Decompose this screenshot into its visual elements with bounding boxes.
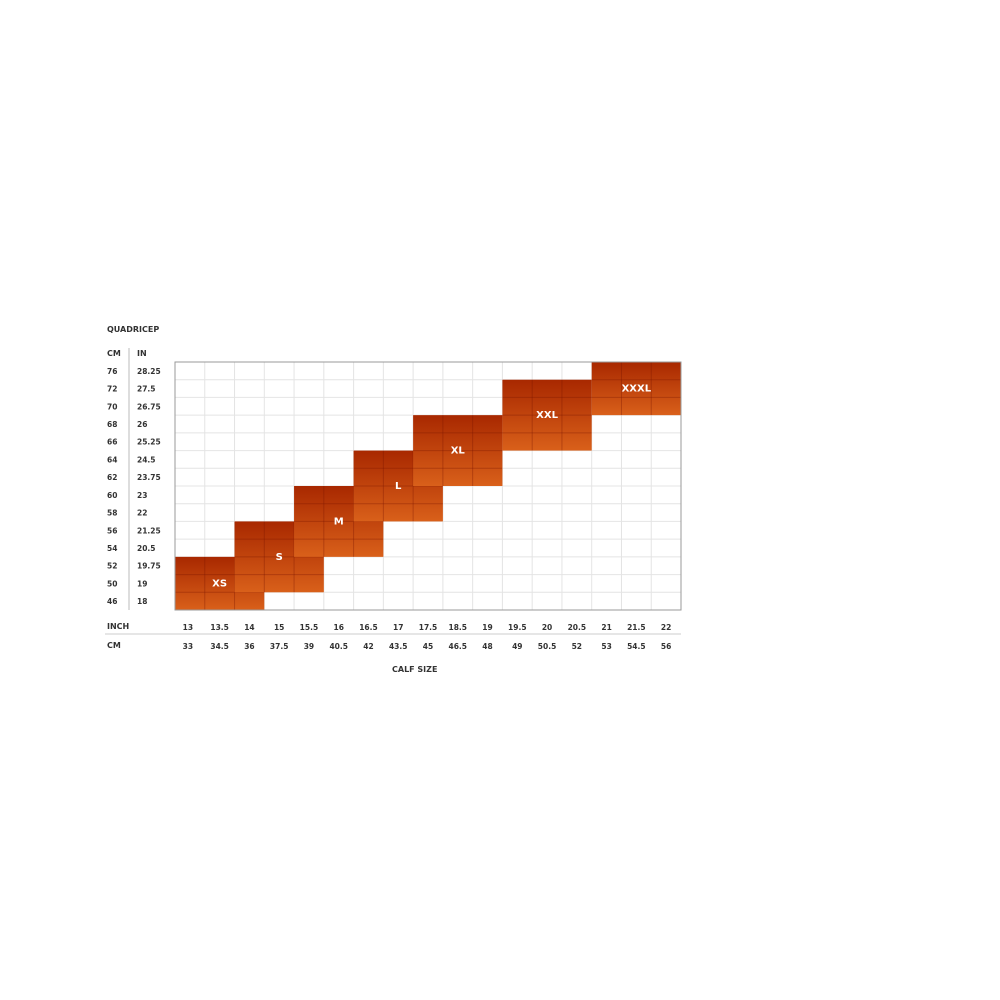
y-tick-cm: 70 (107, 402, 117, 411)
x-header-cm: CM (107, 641, 121, 650)
x-tick-inch: 20 (542, 623, 552, 632)
x-tick-inch: 17.5 (419, 623, 438, 632)
x-tick-cm: 37.5 (270, 642, 289, 651)
y-tick-in: 27.5 (137, 385, 156, 394)
y-tick-in: 18 (137, 597, 147, 606)
y-tick-cm: 68 (107, 420, 117, 429)
y-tick-cm: 46 (107, 597, 117, 606)
y-tick-in: 22 (137, 509, 147, 518)
y-tick-in: 19 (137, 579, 147, 588)
x-tick-inch: 15.5 (300, 623, 319, 632)
x-tick-inch: 13 (183, 623, 193, 632)
y-tick-cm: 62 (107, 473, 117, 482)
y-tick-in: 21.25 (137, 526, 161, 535)
y-tick-in: 24.5 (137, 455, 156, 464)
y-header-in: IN (137, 349, 147, 358)
size-label-s: S (276, 552, 283, 563)
x-tick-inch: 20.5 (568, 623, 587, 632)
size-block-xxxl (591, 362, 681, 416)
y-tick-cm: 58 (107, 509, 117, 518)
x-tick-cm: 54.5 (627, 642, 646, 651)
x-axis-label: CALF SIZE (392, 665, 438, 674)
x-tick-cm: 50.5 (538, 642, 557, 651)
y-tick-in: 19.75 (137, 562, 161, 571)
y-tick-in: 25.25 (137, 438, 161, 447)
y-tick-cm: 52 (107, 562, 117, 571)
x-tick-inch: 17 (393, 623, 403, 632)
y-tick-in: 23.75 (137, 473, 161, 482)
size-label-xl: XL (451, 446, 466, 457)
size-block-xl (413, 415, 503, 486)
x-tick-inch: 15 (274, 623, 284, 632)
y-tick-cm: 50 (107, 579, 117, 588)
x-tick-inch: 13.5 (210, 623, 229, 632)
x-tick-cm: 33 (183, 642, 193, 651)
x-tick-inch: 22 (661, 623, 671, 632)
y-tick-cm: 56 (107, 526, 117, 535)
x-tick-cm: 49 (512, 642, 522, 651)
size-label-xxl: XXL (536, 410, 558, 421)
plot-border (174, 361, 682, 611)
size-label-xs: XS (212, 578, 227, 589)
x-tick-cm: 42 (363, 642, 373, 651)
x-tick-inch: 21 (601, 623, 611, 632)
x-tick-cm: 39 (304, 642, 314, 651)
x-tick-cm: 53 (601, 642, 611, 651)
x-tick-inch: 19 (482, 623, 492, 632)
size-label-m: M (334, 516, 344, 527)
x-tick-cm: 36 (244, 642, 254, 651)
y-tick-cm: 72 (107, 385, 117, 394)
x-tick-cm: 34.5 (210, 642, 229, 651)
y-tick-cm: 54 (107, 544, 117, 553)
x-tick-inch: 19.5 (508, 623, 527, 632)
x-tick-inch: 14 (244, 623, 254, 632)
x-tick-cm: 43.5 (389, 642, 408, 651)
y-header-cm: CM (107, 349, 121, 358)
chart-title: QUADRICEP (107, 325, 160, 334)
x-tick-cm: 46.5 (449, 642, 468, 651)
size-block-xxl (502, 379, 592, 451)
x-tick-cm: 48 (482, 642, 492, 651)
x-tick-cm: 56 (661, 642, 671, 651)
x-tick-inch: 21.5 (627, 623, 646, 632)
x-tick-inch: 16 (333, 623, 343, 632)
x-tick-cm: 40.5 (329, 642, 348, 651)
x-header-inch: INCH (107, 622, 130, 631)
y-tick-in: 20.5 (137, 544, 156, 553)
size-label-l: L (395, 481, 402, 492)
x-tick-cm: 52 (572, 642, 582, 651)
y-tick-cm: 64 (107, 455, 117, 464)
y-tick-in: 28.25 (137, 367, 161, 376)
y-tick-in: 26 (137, 420, 147, 429)
y-tick-cm: 66 (107, 438, 117, 447)
y-tick-in: 23 (137, 491, 147, 500)
x-tick-inch: 16.5 (359, 623, 378, 632)
y-tick-cm: 60 (107, 491, 117, 500)
y-tick-in: 26.75 (137, 402, 161, 411)
y-tick-cm: 76 (107, 367, 117, 376)
x-tick-inch: 18.5 (449, 623, 468, 632)
x-tick-cm: 45 (423, 642, 433, 651)
size-label-xxxl: XXXL (622, 384, 652, 395)
